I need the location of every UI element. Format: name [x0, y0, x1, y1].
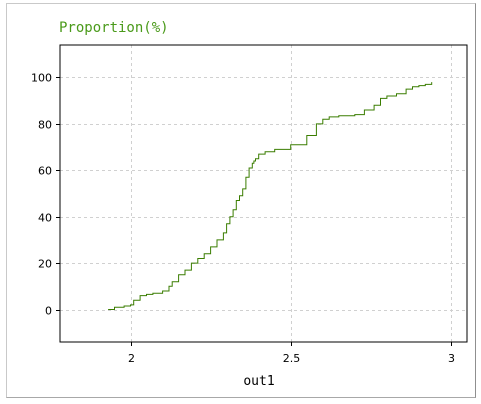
y-tick-label: 80 — [38, 119, 52, 132]
y-tick-label: 20 — [38, 258, 52, 271]
y-tick-label: 0 — [45, 305, 52, 318]
x-tick-label: 3 — [448, 352, 455, 365]
grid — [60, 45, 467, 342]
chart-window: Proportion(%) 0 20 40 60 80 100 2 2.5 3 out1 — [6, 3, 476, 398]
tick-labels: 0 20 40 60 80 100 2 2.5 3 — [31, 72, 455, 366]
y-tick-label: 60 — [38, 165, 52, 178]
plot-frame — [59, 44, 468, 343]
chart-title: Proportion(%) — [59, 20, 169, 36]
axes — [56, 44, 468, 346]
chart-svg: Proportion(%) 0 20 40 60 80 100 2 2.5 3 out1 — [31, 20, 468, 389]
x-tick-label: 2.5 — [283, 352, 301, 365]
y-tick-label: 100 — [31, 72, 52, 85]
x-axis-label: out1 — [243, 374, 274, 389]
series-layer — [108, 82, 433, 310]
y-tick-label: 40 — [38, 212, 52, 225]
x-tick-label: 2 — [128, 352, 135, 365]
series-line — [108, 82, 433, 310]
